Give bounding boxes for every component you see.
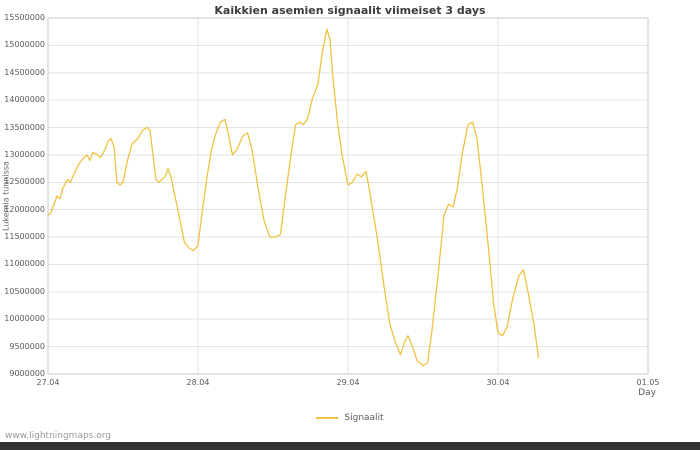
x-tick-label: 30.04	[486, 378, 510, 387]
legend-line-sample-icon	[316, 417, 339, 419]
x-tick-label: 27.04	[36, 378, 60, 387]
y-tick-label: 11000000	[4, 259, 45, 269]
y-tick-label: 15500000	[4, 13, 45, 22]
legend: Signaalit	[0, 413, 700, 423]
x-axis-label: Day	[638, 388, 656, 398]
chart-title: Kaikkien asemien signaalit viimeiset 3 d…	[214, 4, 486, 17]
footer-link[interactable]: www.lightningmaps.org	[5, 431, 111, 441]
footer-bar	[0, 442, 700, 450]
y-axis-label: Lukemia tunnissa	[1, 161, 11, 231]
y-tick-label: 14000000	[4, 95, 45, 105]
y-tick-label: 10500000	[4, 286, 45, 296]
legend-label: Signaalit	[344, 413, 384, 423]
x-tick-label: 28.04	[186, 378, 210, 387]
y-tick-label: 9500000	[9, 341, 45, 351]
signal-line	[47, 28, 540, 367]
x-tick-label: 01.05	[636, 378, 660, 387]
y-tick-label: 12000000	[4, 204, 45, 214]
y-tick-label: 11500000	[4, 232, 45, 242]
y-tick-label: 13500000	[4, 122, 45, 132]
y-tick-label: 13000000	[4, 149, 45, 159]
y-tick-label: 15000000	[4, 40, 45, 50]
y-tick-label: 10000000	[4, 314, 45, 324]
y-tick-label: 12500000	[4, 177, 45, 187]
y-tick-label: 14500000	[4, 67, 45, 77]
x-tick-label: 29.04	[336, 378, 360, 387]
y-tick-label: 9000000	[9, 369, 45, 378]
